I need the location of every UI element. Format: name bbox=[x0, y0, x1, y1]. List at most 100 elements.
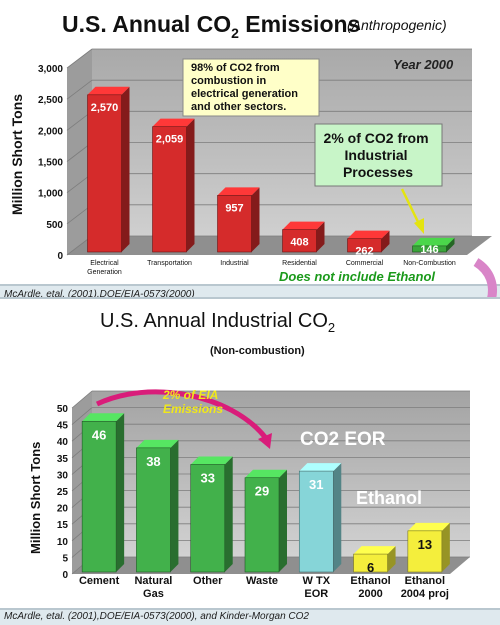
callout-line-3: Processes bbox=[343, 164, 413, 180]
y-tick-label: 40 bbox=[57, 437, 69, 448]
top-chart-svg: U.S. Annual CO2 Emissions (Anthropogenic… bbox=[9, 11, 492, 284]
bar-top bbox=[217, 187, 260, 196]
bar-value-label: 262 bbox=[355, 246, 373, 258]
y-tick-label: 20 bbox=[57, 504, 69, 515]
callout-arrow-head bbox=[414, 218, 424, 234]
bar-top bbox=[407, 522, 450, 531]
top-chart-panel: U.S. Annual CO2 Emissions (Anthropogenic… bbox=[0, 0, 500, 300]
x-tick-label: 2000 bbox=[358, 588, 382, 600]
bar-front bbox=[87, 94, 122, 253]
x-tick-label: 2004 proj bbox=[401, 588, 449, 600]
y-tick-label: 2,500 bbox=[38, 95, 63, 106]
bar-side bbox=[333, 463, 342, 572]
x-tick-label: Other bbox=[193, 575, 223, 587]
callout-arrow bbox=[400, 188, 422, 227]
bar-value-label: 6 bbox=[367, 560, 374, 575]
bar: 262 bbox=[347, 230, 390, 258]
bar-value-label: 13 bbox=[418, 537, 432, 552]
bar: 408 bbox=[282, 221, 325, 253]
bar-value-label: 957 bbox=[225, 202, 243, 214]
eia-arrow-head bbox=[258, 433, 272, 449]
x-tick-label: Transportation bbox=[147, 260, 192, 267]
y-tick-label: 45 bbox=[57, 421, 69, 432]
bar-front bbox=[347, 238, 382, 253]
x-tick-label: Commercial bbox=[346, 260, 384, 267]
eia-label: 2% of EIA Emissions bbox=[162, 388, 223, 416]
bar: 957 bbox=[217, 187, 260, 253]
bar-top bbox=[282, 221, 325, 230]
bar-top bbox=[353, 546, 396, 555]
bar-top bbox=[87, 86, 130, 95]
bar-value-label: 31 bbox=[309, 477, 323, 492]
bar-value-label: 38 bbox=[146, 454, 160, 469]
x-tick-label: W TX bbox=[303, 575, 331, 587]
y-tick-label: 10 bbox=[57, 537, 69, 548]
bar: 2,570 bbox=[87, 86, 130, 253]
top-title-tail: Emissions bbox=[239, 11, 360, 37]
top-x-axis-labels: Electrical Generation Transportation Indust… bbox=[87, 260, 456, 276]
callout-line-2: Industrial bbox=[345, 147, 408, 163]
bar-front bbox=[298, 470, 334, 573]
x-tick-label: Cement bbox=[79, 575, 120, 587]
bar-front bbox=[152, 126, 187, 253]
bar: 46 bbox=[81, 413, 125, 573]
x-tick-label: Generation bbox=[87, 269, 122, 276]
bar-front bbox=[353, 553, 388, 573]
y-tick-label: 15 bbox=[57, 520, 69, 531]
bottom-y-axis-label: Million Short Tons bbox=[28, 442, 43, 554]
x-tick-label: Non-Combustion bbox=[403, 260, 456, 267]
bar-front bbox=[136, 447, 171, 573]
bar-front bbox=[282, 229, 317, 253]
bar-side bbox=[170, 439, 179, 572]
gridline-side bbox=[71, 390, 93, 409]
x-tick-label: Ethanol bbox=[405, 575, 445, 587]
top-bars: 2,570 2,059 957 408 262 146 bbox=[87, 86, 455, 258]
bar-value-label: 2,570 bbox=[91, 102, 119, 114]
callout-text: 2% of CO2 from Industrial Processes bbox=[324, 130, 433, 180]
y-tick-label: 1,500 bbox=[38, 158, 63, 169]
ethanol-label: Ethanol bbox=[356, 488, 422, 508]
bottom-y-axis-ticks: 0 5 10 15 20 25 30 35 40 45 50 bbox=[57, 404, 69, 581]
bar-side bbox=[279, 469, 287, 572]
bar-side bbox=[316, 221, 325, 252]
x-tick-label: EOR bbox=[304, 588, 328, 600]
callout-line-1: 2% of CO2 from bbox=[324, 130, 429, 146]
note-line-1: 98% of CO2 from bbox=[191, 62, 280, 74]
co2-eor-label: CO2 EOR bbox=[300, 429, 386, 450]
bottom-subtitle: (Non-combustion) bbox=[210, 345, 305, 357]
bar-side bbox=[387, 546, 396, 572]
eia-label-line-1: 2% of EIA bbox=[162, 388, 218, 402]
x-tick-label: Ethanol bbox=[350, 575, 390, 587]
bar: 6 bbox=[353, 546, 396, 575]
y-tick-label: 25 bbox=[57, 487, 69, 498]
y-tick-label: 35 bbox=[57, 454, 69, 465]
bar: 2,059 bbox=[152, 118, 195, 253]
y-tick-label: 5 bbox=[62, 553, 68, 564]
note-line-3: electrical generation bbox=[191, 88, 298, 100]
y-tick-label: 1,000 bbox=[38, 189, 63, 200]
bar-side bbox=[121, 86, 130, 252]
bar-top bbox=[347, 230, 390, 239]
bar: 38 bbox=[136, 439, 179, 573]
bar: 33 bbox=[190, 456, 233, 573]
bar-front bbox=[244, 477, 280, 573]
x-tick-label: Electrical bbox=[90, 260, 119, 267]
bar-side bbox=[186, 118, 195, 252]
eia-arrow bbox=[95, 389, 267, 439]
y-tick-label: 2,000 bbox=[38, 126, 63, 137]
eia-label-line-2: Emissions bbox=[163, 402, 223, 416]
gridline-side bbox=[66, 48, 93, 69]
bar-side bbox=[381, 230, 390, 252]
bar-value-label: 146 bbox=[420, 244, 438, 256]
bar-side bbox=[224, 456, 233, 572]
x-tick-label: Waste bbox=[246, 575, 278, 587]
bar-side bbox=[251, 187, 260, 252]
y-tick-label: 0 bbox=[57, 251, 63, 262]
bottom-title-main: U.S. Annual Industrial CO bbox=[100, 310, 328, 332]
x-tick-label: Gas bbox=[143, 588, 164, 600]
top-title-main: U.S. Annual CO bbox=[62, 11, 231, 37]
bar-front bbox=[190, 464, 226, 573]
gridline-side bbox=[71, 407, 93, 425]
bar-value-label: 2,059 bbox=[156, 134, 184, 146]
